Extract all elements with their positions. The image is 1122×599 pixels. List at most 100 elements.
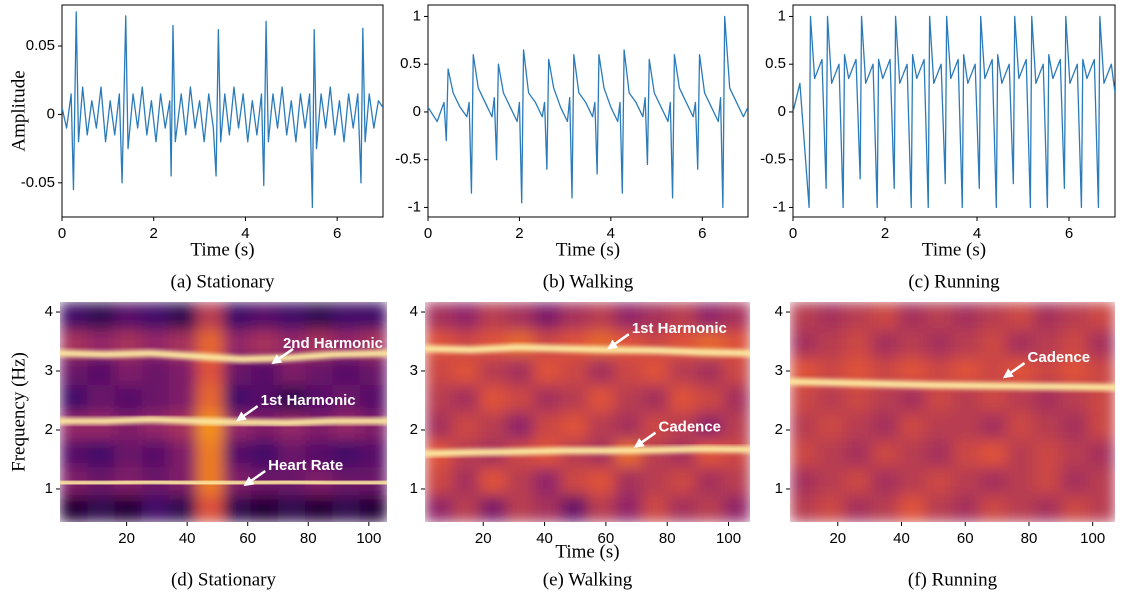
heat-cell bbox=[452, 494, 480, 522]
heat-cell bbox=[169, 494, 197, 522]
heat-cell bbox=[790, 302, 818, 330]
heat-cell bbox=[141, 384, 170, 413]
heat-cell bbox=[695, 384, 724, 413]
heat-cell bbox=[587, 357, 616, 385]
heat-cell bbox=[114, 357, 143, 385]
heat-cell bbox=[722, 384, 750, 413]
heat-cell bbox=[425, 329, 453, 358]
x-tick-label: 2 bbox=[150, 225, 158, 242]
heat-cell bbox=[452, 357, 480, 385]
heat-cell bbox=[141, 494, 170, 522]
heat-cell bbox=[114, 439, 143, 468]
heat-cell bbox=[668, 384, 697, 413]
heat-cell bbox=[871, 494, 899, 522]
heat-cell bbox=[332, 357, 361, 385]
heat-cell bbox=[1087, 467, 1115, 495]
heat-cell bbox=[560, 329, 588, 358]
annotation-arrow bbox=[235, 405, 259, 422]
heat-cell bbox=[587, 302, 616, 330]
x-tick-label: 0 bbox=[58, 225, 66, 242]
heat-cell bbox=[925, 439, 953, 468]
heat-cell bbox=[1060, 494, 1089, 522]
heat-cell bbox=[1087, 412, 1115, 440]
heat-cell bbox=[425, 412, 453, 440]
heat-cell bbox=[114, 412, 143, 440]
heat-cell bbox=[641, 467, 670, 495]
y-tick-label: -1 bbox=[773, 198, 786, 215]
heat-cell bbox=[695, 357, 724, 385]
heat-cell bbox=[223, 494, 252, 522]
heat-cell bbox=[60, 494, 88, 522]
heat-cell bbox=[250, 329, 279, 358]
heat-cell bbox=[695, 302, 724, 330]
heat-cell bbox=[1087, 357, 1115, 385]
heat-cell bbox=[898, 329, 926, 358]
y-tick-label: 2 bbox=[410, 421, 418, 438]
y-tick-label: 0.5 bbox=[765, 55, 786, 72]
panel-caption: (a) Stationary bbox=[171, 271, 275, 292]
heat-cell bbox=[60, 412, 88, 440]
y-tick-label: 4 bbox=[45, 303, 53, 320]
x-tick-label: 80 bbox=[659, 530, 676, 547]
heat-cell bbox=[141, 302, 170, 330]
heat-cell bbox=[250, 494, 279, 522]
heat-cell bbox=[668, 467, 697, 495]
heat-cell bbox=[587, 467, 616, 495]
x-tick-label: 60 bbox=[957, 530, 974, 547]
y-tick-label: 3 bbox=[775, 362, 783, 379]
heat-cell bbox=[898, 412, 926, 440]
heat-cell bbox=[871, 384, 899, 413]
heat-cell bbox=[952, 467, 981, 495]
heat-cell bbox=[952, 439, 981, 468]
annotation-arrow bbox=[1002, 362, 1026, 379]
x-tick-label: 6 bbox=[333, 225, 341, 242]
heat-cell bbox=[722, 439, 750, 468]
heat-cell bbox=[305, 439, 333, 468]
heat-cell bbox=[1060, 439, 1089, 468]
y-tick-label: 4 bbox=[775, 303, 783, 320]
y-tick-label: -0.5 bbox=[395, 151, 421, 168]
heat-cell bbox=[925, 302, 953, 330]
annotation-arrow bbox=[243, 469, 266, 487]
heat-cell bbox=[533, 494, 561, 522]
heat-cell bbox=[196, 357, 224, 385]
annotation-label: Heart Rate bbox=[268, 457, 343, 474]
annotation-arrow bbox=[607, 333, 630, 350]
heat-cell bbox=[479, 494, 507, 522]
heat-cell bbox=[223, 302, 252, 330]
x-tick-label: 60 bbox=[598, 530, 615, 547]
heat-cell bbox=[952, 357, 981, 385]
heat-cell bbox=[479, 467, 507, 495]
heat-cell bbox=[560, 412, 588, 440]
x-tick-label: 2 bbox=[515, 225, 523, 242]
x-tick-label: 100 bbox=[356, 530, 381, 547]
heat-cell bbox=[305, 357, 333, 385]
x-axis-label: Time (s) bbox=[190, 239, 254, 260]
y-tick-label: 1 bbox=[45, 480, 53, 497]
x-tick-label: 20 bbox=[475, 530, 492, 547]
heat-cell bbox=[278, 302, 306, 330]
heat-cell bbox=[587, 329, 616, 358]
heat-cell bbox=[506, 329, 534, 358]
panel-caption: (b) Walking bbox=[543, 271, 634, 292]
spectrogram bbox=[425, 302, 750, 522]
heat-cell bbox=[332, 384, 361, 413]
y-axis-label: Amplitude bbox=[8, 70, 29, 151]
x-tick-label: 80 bbox=[300, 530, 317, 547]
heat-cell bbox=[452, 302, 480, 330]
ridge bbox=[60, 478, 387, 487]
heat-cell bbox=[1033, 412, 1062, 440]
annotation-label: Cadence bbox=[658, 419, 721, 436]
heat-cell bbox=[817, 467, 845, 495]
heat-cell bbox=[506, 302, 534, 330]
heat-cell bbox=[479, 384, 507, 413]
heat-cell bbox=[169, 302, 197, 330]
heat-cell bbox=[452, 412, 480, 440]
y-tick-label: 2 bbox=[775, 421, 783, 438]
heat-cell bbox=[898, 494, 926, 522]
heat-cell bbox=[87, 494, 115, 522]
heat-cell bbox=[722, 412, 750, 440]
y-tick-label: -0.5 bbox=[760, 151, 786, 168]
heat-cell bbox=[641, 384, 670, 413]
